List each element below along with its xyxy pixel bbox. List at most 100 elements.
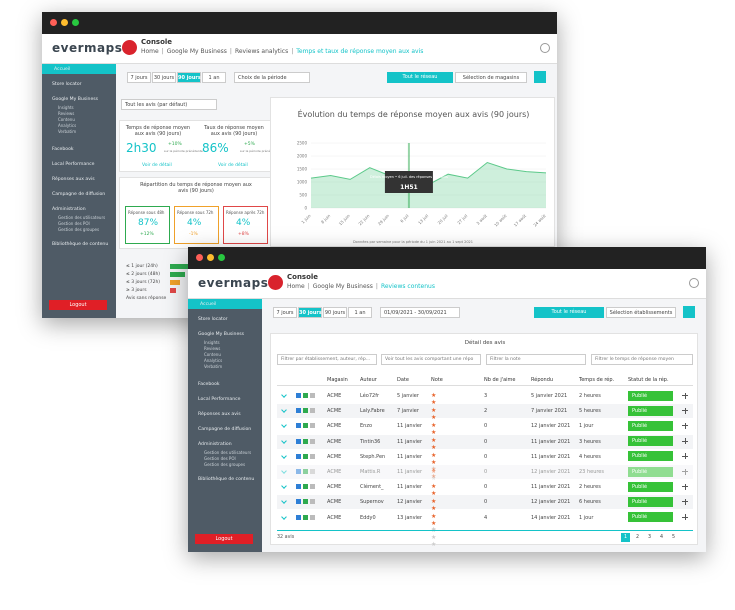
status-badge[interactable]: Publié [628,405,673,416]
add-button[interactable] [684,438,686,445]
filter-select[interactable]: Tout les avis (par défaut) [121,99,217,110]
filter-input[interactable]: Voir tout les avis comportant une répo [381,354,481,365]
sidebar-item[interactable]: Google My Business [198,332,245,337]
help-button[interactable] [689,278,699,288]
status-badge[interactable]: Publié [628,466,673,477]
sidebar-subitem[interactable]: Verbatim [204,364,223,369]
filter-input[interactable]: Filtrer par établissement, auteur, rép..… [277,354,377,365]
sidebar-item[interactable]: Local Performance [52,162,95,167]
expand-chevron[interactable] [281,452,287,459]
scope-button[interactable]: Sélection de magasins [455,72,527,83]
breadcrumb-item[interactable]: Reviews analytics [234,48,289,55]
breadcrumb-item[interactable]: Home [141,48,159,55]
page-button[interactable]: 2 [635,535,640,540]
add-button[interactable] [684,468,686,475]
sidebar-subitem[interactable]: Reviews [204,346,221,351]
sidebar-subitem[interactable]: Insights [58,105,74,110]
column-header[interactable]: Auteur [360,377,377,383]
period-button[interactable]: 30 jours [298,307,322,318]
period-button[interactable]: 7 jours [273,307,297,318]
sidebar-subitem[interactable]: Verbatim [58,129,77,134]
column-header[interactable]: Nb de j'aime [484,377,516,383]
column-header[interactable]: Magasin [327,377,348,383]
status-badge[interactable]: Publié [628,512,673,523]
sidebar-item[interactable]: Bibliothèque de contenu [198,477,255,482]
column-header[interactable]: Date [397,377,409,383]
sidebar-subitem[interactable]: Contenu [58,117,75,122]
column-header[interactable]: Statut de la rép. [628,377,669,383]
sidebar-item[interactable]: Accueil [200,302,217,307]
period-button[interactable]: 90 jours [323,307,347,318]
logout-button[interactable]: Logout [195,534,253,544]
scope-button[interactable]: Tout le réseau [387,72,453,83]
breadcrumb-item[interactable]: Google My Business [166,48,227,55]
status-badge[interactable]: Publié [628,420,673,431]
expand-chevron[interactable] [281,422,287,429]
page-button[interactable]: 1 [621,533,630,542]
add-button[interactable] [684,392,686,399]
sidebar-subitem[interactable]: Gestion des utilisateurs [58,215,106,220]
export-button[interactable] [534,71,546,83]
sidebar-subitem[interactable]: Insights [204,340,220,345]
page-button[interactable]: 5 [671,535,676,540]
status-badge[interactable]: Publié [628,481,673,492]
sidebar-item[interactable]: Google My Business [52,97,99,102]
breadcrumb-item[interactable]: Temps et taux de réponse moyen aux avis [296,48,424,55]
add-button[interactable] [684,407,686,414]
sidebar-item[interactable]: Facebook [198,382,220,387]
date-picker[interactable]: Choix de la période [234,72,310,83]
expand-chevron[interactable] [281,437,287,444]
sidebar-item[interactable]: Réponses aux avis [198,412,241,417]
scope-button[interactable]: Sélection établissements [606,307,676,318]
status-badge[interactable]: Publié [628,451,673,462]
expand-chevron[interactable] [281,498,287,505]
period-button[interactable]: 1 an [348,307,372,318]
sidebar-item[interactable]: Facebook [52,147,74,152]
sidebar-subitem[interactable]: Gestion des POI [204,456,236,461]
sidebar-item[interactable]: Bibliothèque de contenu [52,242,109,247]
breadcrumb-item[interactable]: Reviews contenus [380,283,435,290]
sidebar-subitem[interactable]: Gestion des utilisateurs [204,450,252,455]
sidebar-subitem[interactable]: Gestion des POI [58,221,90,226]
sidebar-subitem[interactable]: Contenu [204,352,221,357]
logout-button[interactable]: Logout [49,300,107,310]
expand-chevron[interactable] [281,483,287,490]
expand-chevron[interactable] [281,468,287,474]
date-range[interactable]: 01/09/2021 - 30/09/2021 [380,307,460,318]
add-button[interactable] [684,422,686,429]
breadcrumb-item[interactable]: Google My Business [312,283,373,290]
expand-chevron[interactable] [281,513,287,520]
expand-chevron[interactable] [281,392,287,398]
kpi-link[interactable]: Voir de détail [142,163,172,168]
column-header[interactable]: Répondu [531,377,554,383]
period-button[interactable]: 30 jours [152,72,176,83]
period-button[interactable]: 7 jours [127,72,151,83]
sidebar-item[interactable]: Store locator [52,82,82,87]
status-badge[interactable]: Publié [628,436,673,447]
sidebar-subitem[interactable]: Analytics [204,358,223,363]
page-button[interactable]: 3 [647,535,652,540]
period-button[interactable]: 90 jours [177,72,201,83]
status-badge[interactable]: Publié [628,390,673,401]
sidebar-item[interactable]: Campagne de diffusion [198,427,252,432]
sidebar-subitem[interactable]: Gestion des groupes [204,462,246,467]
sidebar-item[interactable]: Accueil [54,67,71,72]
sidebar-item[interactable]: Local Performance [198,397,241,402]
help-button[interactable] [540,43,550,53]
breadcrumb-item[interactable]: Home [287,283,305,290]
sidebar-item[interactable]: Réponses aux avis [52,177,95,182]
expand-chevron[interactable] [281,407,287,414]
add-button[interactable] [684,514,686,521]
period-button[interactable]: 1 an [202,72,226,83]
sidebar-subitem[interactable]: Reviews [58,111,75,116]
kpi-link[interactable]: Voir de détail [218,163,248,168]
column-header[interactable]: Note [431,377,443,383]
column-header[interactable]: Temps de rép. [579,377,615,383]
sidebar-item[interactable]: Administration [198,442,232,447]
filter-input[interactable]: Filtrer le temps de réponse moyen [591,354,693,365]
export-button[interactable] [683,306,695,318]
scope-button[interactable]: Tout le réseau [534,307,604,318]
sidebar-item[interactable]: Store locator [198,317,228,322]
page-button[interactable]: 4 [659,535,664,540]
sidebar-item[interactable]: Campagne de diffusion [52,192,106,197]
